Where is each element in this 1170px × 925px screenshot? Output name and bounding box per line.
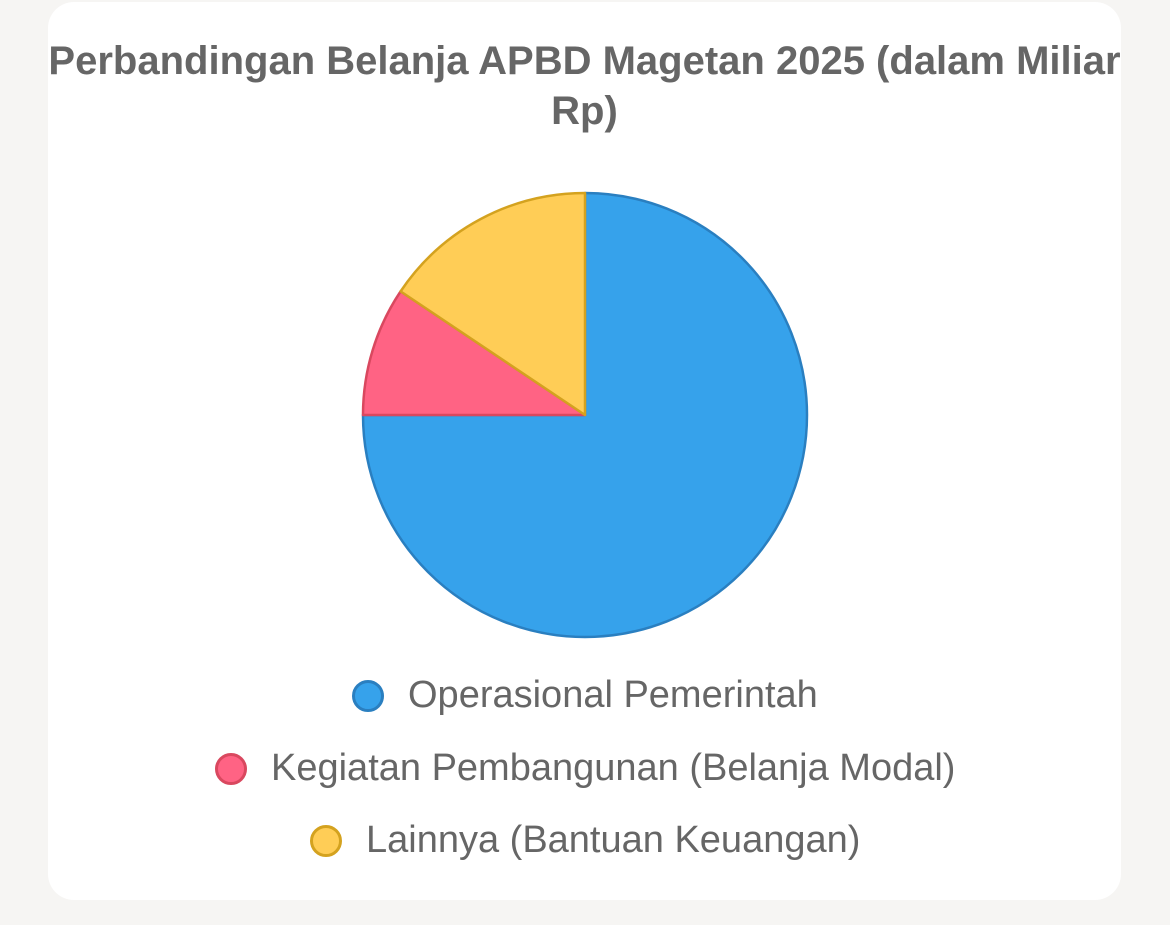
chart-card: Perbandingan Belanja APBD Magetan 2025 (… [48, 2, 1121, 900]
legend-label: Kegiatan Pembangunan (Belanja Modal) [271, 747, 956, 789]
legend-item-0[interactable]: Operasional Pemerintah [352, 674, 818, 717]
pie-slice-2[interactable] [399, 191, 587, 417]
legend-label: Operasional Pemerintah [408, 674, 818, 716]
chart-title: Perbandingan Belanja APBD Magetan 2025 (… [48, 39, 1121, 133]
legend-item-2[interactable]: Lainnya (Bantuan Keuangan) [310, 819, 860, 862]
legend-label: Lainnya (Bantuan Keuangan) [366, 819, 861, 861]
pie-chart [361, 191, 809, 639]
pie-slice-0[interactable] [361, 191, 809, 639]
pie-slice-1[interactable] [361, 290, 587, 417]
legend-item-1[interactable]: Kegiatan Pembangunan (Belanja Modal) [215, 747, 955, 790]
legend-swatch [215, 752, 247, 785]
legend-swatch [310, 824, 342, 857]
legend-swatch [352, 679, 384, 712]
